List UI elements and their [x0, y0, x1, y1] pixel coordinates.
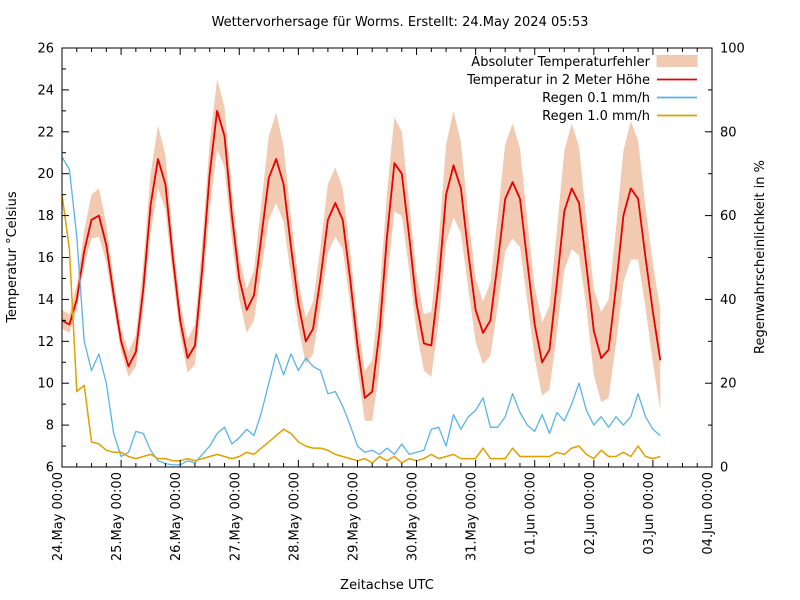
x-tick-label: 02.Jun 00:00 [583, 472, 598, 555]
rain-01-line [61, 156, 661, 466]
legend-label: Temperatur in 2 Meter Höhe [466, 73, 650, 88]
legend-label: Regen 0.1 mm/h [542, 91, 650, 106]
y-left-tick-label: 16 [37, 251, 54, 266]
y-left-tick-label: 14 [37, 293, 54, 308]
y-left-tick-label: 6 [46, 461, 54, 476]
legend-group: Absoluter Temperaturfehler Temperatur in … [466, 55, 698, 124]
legend-label: Absoluter Temperaturfehler [471, 55, 650, 70]
y-right-tick-label: 0 [720, 461, 728, 476]
x-tick-label: 30.May 00:00 [406, 472, 421, 561]
y-left-tick-label: 10 [37, 377, 54, 392]
y-left-tick-label: 26 [37, 42, 54, 57]
y-right-axis-label: Regenwahrscheinlichkeit in % [753, 160, 768, 354]
legend-label: Regen 1.0 mm/h [542, 109, 650, 124]
y-left-tick-label: 8 [46, 419, 54, 434]
y-right-tick-label: 60 [720, 209, 737, 224]
x-tick-label: 27.May 00:00 [228, 472, 243, 561]
y-left-tick-label: 20 [37, 167, 54, 182]
y-left-tick-label: 22 [37, 125, 54, 140]
y-right-tick-label: 80 [720, 125, 737, 140]
temperature-line [61, 109, 662, 399]
y-right-tick-label: 100 [720, 42, 745, 57]
x-axis-label: Zeitachse UTC [340, 578, 434, 593]
axes-tick-labels-group: 6 8 10 12 14 16 18 20 22 24 26 0 20 40 60 80 100 24.May 0… [37, 42, 744, 562]
y-right-tick-label: 40 [720, 293, 737, 308]
y-left-axis-label: Temperatur °Celsius [5, 191, 20, 324]
axes-ticks-group [61, 47, 713, 468]
series-lines-group [61, 109, 662, 466]
x-tick-label: 03.Jun 00:00 [642, 472, 657, 555]
legend-band-swatch [656, 55, 698, 67]
y-left-tick-label: 18 [37, 209, 54, 224]
chart-title: Wettervorhersage für Worms. Erstellt: 24… [212, 15, 589, 30]
x-tick-label: 31.May 00:00 [465, 472, 480, 561]
x-tick-label: 26.May 00:00 [169, 472, 184, 561]
x-tick-label: 04.Jun 00:00 [701, 472, 716, 555]
x-tick-label: 24.May 00:00 [51, 472, 66, 561]
y-right-tick-label: 20 [720, 377, 737, 392]
y-left-tick-label: 12 [37, 335, 54, 350]
x-tick-label: 28.May 00:00 [287, 472, 302, 561]
y-left-tick-label: 24 [37, 83, 54, 98]
x-tick-label: 01.Jun 00:00 [524, 472, 539, 555]
x-tick-label: 29.May 00:00 [346, 472, 361, 561]
rain-10-line [61, 194, 661, 464]
x-tick-label: 25.May 00:00 [110, 472, 125, 561]
